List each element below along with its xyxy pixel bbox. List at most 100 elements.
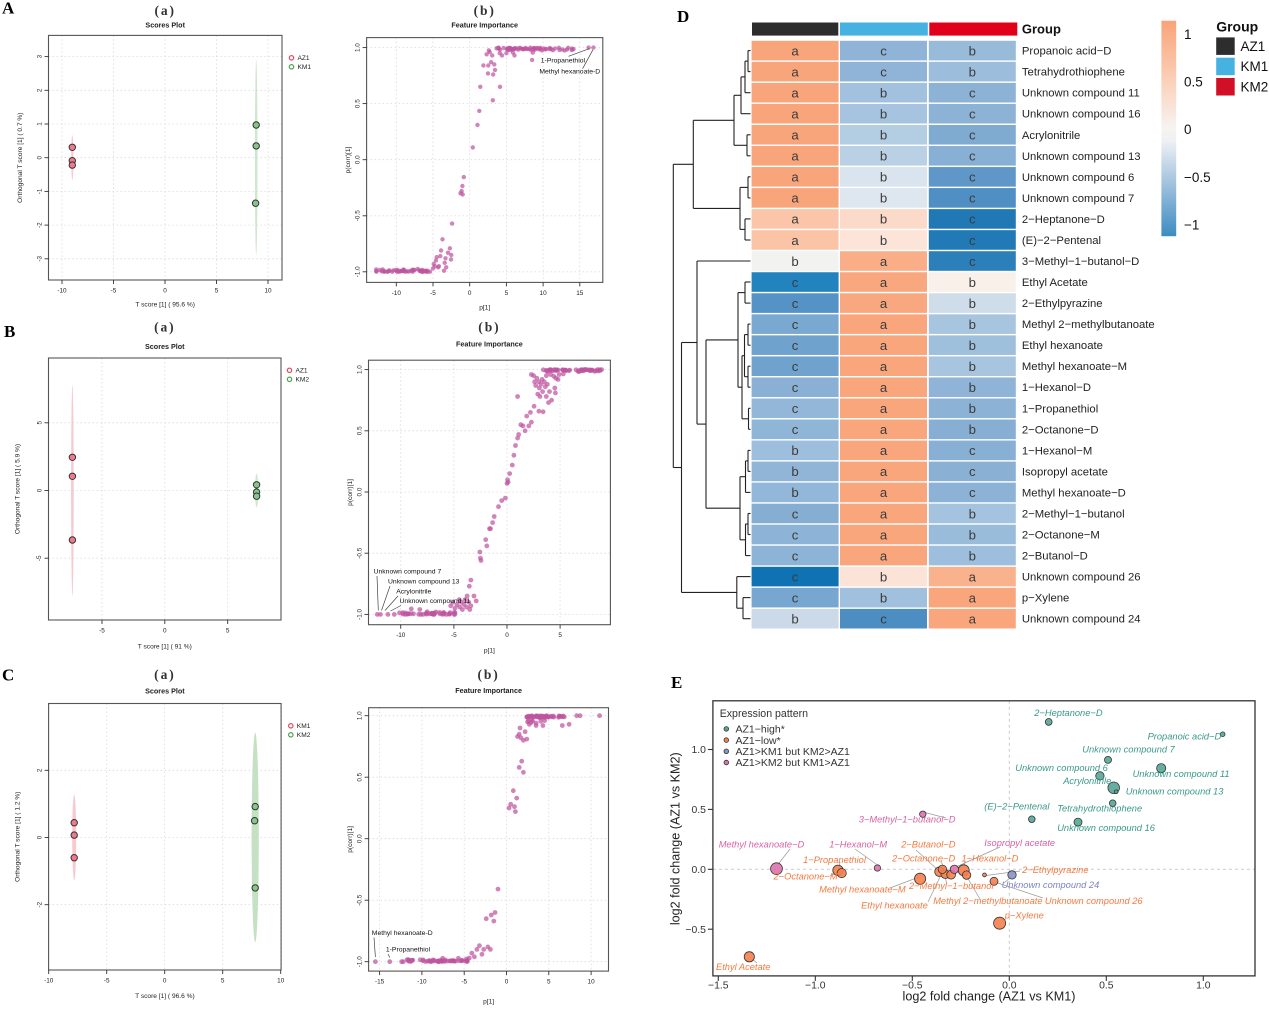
svg-text:b: b — [880, 128, 887, 143]
svg-text:b: b — [880, 86, 887, 101]
svg-text:1.0: 1.0 — [354, 43, 361, 52]
svg-text:b: b — [791, 254, 798, 269]
svg-text:-5: -5 — [99, 628, 105, 635]
svg-text:Propanoic acid−D: Propanoic acid−D — [1022, 46, 1112, 58]
svg-text:a: a — [880, 275, 888, 290]
svg-text:1: 1 — [1184, 27, 1192, 42]
svg-text:b: b — [969, 506, 976, 521]
svg-text:Methyl hexanoate-D: Methyl hexanoate-D — [539, 69, 600, 76]
svg-text:AZ1: AZ1 — [1241, 39, 1266, 54]
svg-text:b: b — [969, 317, 976, 332]
svg-text:T score [1] ( 95.6 %): T score [1] ( 95.6 %) — [135, 302, 195, 309]
svg-text:a: a — [791, 170, 799, 185]
svg-text:KM1: KM1 — [1241, 59, 1269, 74]
svg-text:0: 0 — [163, 288, 167, 295]
svg-text:(a): (a) — [154, 3, 175, 18]
svg-text:B: B — [4, 322, 15, 341]
svg-text:5: 5 — [221, 978, 225, 985]
svg-text:Methyl hexanoate-D: Methyl hexanoate-D — [372, 930, 433, 937]
svg-text:2: 2 — [36, 768, 43, 772]
svg-text:2−Ethylpyrazine: 2−Ethylpyrazine — [1021, 865, 1088, 875]
svg-text:c: c — [792, 401, 799, 416]
svg-text:a: a — [969, 612, 977, 627]
svg-text:p−Xylene: p−Xylene — [1022, 593, 1069, 605]
svg-text:−1.0: −1.0 — [805, 980, 826, 991]
svg-text:-5: -5 — [36, 555, 43, 561]
svg-text:b: b — [880, 590, 887, 605]
svg-text:AZ1: AZ1 — [296, 368, 308, 375]
svg-text:Unknown compound 26: Unknown compound 26 — [1045, 896, 1144, 906]
svg-text:Scores Plot: Scores Plot — [145, 21, 185, 30]
svg-text:b: b — [969, 275, 976, 290]
svg-text:0.5: 0.5 — [356, 426, 363, 435]
svg-text:a: a — [880, 380, 888, 395]
svg-text:0.0: 0.0 — [1002, 980, 1017, 991]
svg-text:KM1: KM1 — [298, 64, 312, 71]
svg-text:b: b — [880, 170, 887, 185]
svg-text:KM2: KM2 — [1241, 80, 1269, 95]
svg-text:log2 fold change (AZ1 vs KM1): log2 fold change (AZ1 vs KM1) — [903, 990, 1076, 1004]
svg-text:0: 0 — [163, 628, 167, 635]
svg-text:−0.5: −0.5 — [1184, 170, 1211, 185]
svg-text:a: a — [791, 64, 799, 79]
svg-text:c: c — [792, 359, 799, 374]
svg-text:c: c — [792, 422, 799, 437]
svg-text:Orthogonal T score [1] ( 5.9 %: Orthogonal T score [1] ( 5.9 %) — [15, 444, 22, 534]
svg-text:Scores Plot: Scores Plot — [145, 687, 185, 696]
svg-text:AZ1−high*: AZ1−high* — [736, 724, 785, 736]
svg-text:AZ1−low*: AZ1−low* — [736, 735, 781, 747]
svg-text:-15: -15 — [375, 979, 385, 986]
svg-text:Expression pattern: Expression pattern — [720, 708, 808, 720]
svg-text:Orthogonal T score [1] ( 0.7 %: Orthogonal T score [1] ( 0.7 %) — [17, 113, 24, 203]
svg-text:Unknown compound 13: Unknown compound 13 — [1022, 151, 1141, 163]
svg-text:1-Propanethiol: 1-Propanethiol — [541, 57, 586, 64]
svg-text:2−Heptanone−D: 2−Heptanone−D — [1033, 708, 1103, 718]
svg-text:-1.0: -1.0 — [356, 608, 363, 619]
svg-text:1−Propanethiol: 1−Propanethiol — [1022, 403, 1098, 415]
svg-text:c: c — [880, 43, 887, 58]
svg-text:0.0: 0.0 — [691, 865, 706, 876]
svg-text:a: a — [880, 296, 888, 311]
svg-text:3: 3 — [36, 54, 43, 58]
svg-text:Unknown compound 7: Unknown compound 7 — [374, 569, 442, 576]
svg-text:KM2: KM2 — [297, 732, 311, 739]
svg-text:Ethyl hexanoate: Ethyl hexanoate — [861, 901, 928, 911]
svg-text:b: b — [880, 107, 887, 122]
svg-text:(b): (b) — [477, 667, 499, 682]
svg-text:a: a — [880, 464, 888, 479]
svg-text:Unknown compound 6: Unknown compound 6 — [1015, 763, 1108, 773]
svg-text:-5: -5 — [111, 288, 117, 295]
svg-text:10: 10 — [277, 978, 285, 985]
svg-text:D: D — [677, 7, 689, 26]
svg-text:Propanoic acid−D: Propanoic acid−D — [1148, 732, 1222, 742]
svg-text:p[1]: p[1] — [483, 999, 494, 1006]
svg-text:Unknown compound 24: Unknown compound 24 — [1002, 880, 1100, 890]
svg-text:T score [1] ( 91 %): T score [1] ( 91 %) — [138, 643, 192, 650]
svg-text:0: 0 — [505, 979, 509, 986]
svg-text:Unknown compound 11: Unknown compound 11 — [1133, 769, 1230, 779]
svg-text:a: a — [880, 401, 888, 416]
svg-text:Methyl 2−methylbutanoate: Methyl 2−methylbutanoate — [1022, 319, 1155, 331]
svg-text:p(corr)[1]: p(corr)[1] — [347, 479, 354, 506]
svg-text:Isopropyl acetate: Isopropyl acetate — [984, 838, 1055, 848]
svg-text:Feature Importance: Feature Importance — [451, 21, 518, 30]
svg-text:b: b — [969, 548, 976, 563]
svg-text:Feature Importance: Feature Importance — [455, 686, 522, 695]
svg-text:b: b — [880, 233, 887, 248]
svg-text:c: c — [969, 107, 976, 122]
svg-text:b: b — [880, 191, 887, 206]
svg-text:5: 5 — [547, 979, 551, 986]
svg-text:−0.5: −0.5 — [685, 925, 706, 936]
svg-text:3−Methyl−1−butanol−D: 3−Methyl−1−butanol−D — [1022, 256, 1139, 268]
svg-text:2−Methyl−1−butanol: 2−Methyl−1−butanol — [1022, 509, 1125, 521]
svg-text:10: 10 — [588, 979, 596, 986]
svg-text:(E)−2−Pentenal: (E)−2−Pentenal — [1022, 235, 1101, 247]
svg-text:b: b — [969, 401, 976, 416]
svg-text:Unknown compound 26: Unknown compound 26 — [1022, 572, 1141, 584]
svg-text:5: 5 — [505, 290, 509, 297]
svg-text:c: c — [792, 506, 799, 521]
svg-text:Isopropyl acetate: Isopropyl acetate — [1022, 466, 1108, 478]
svg-text:b: b — [791, 464, 798, 479]
svg-text:2−Ethylpyrazine: 2−Ethylpyrazine — [1022, 298, 1103, 310]
svg-text:-2: -2 — [36, 222, 43, 228]
